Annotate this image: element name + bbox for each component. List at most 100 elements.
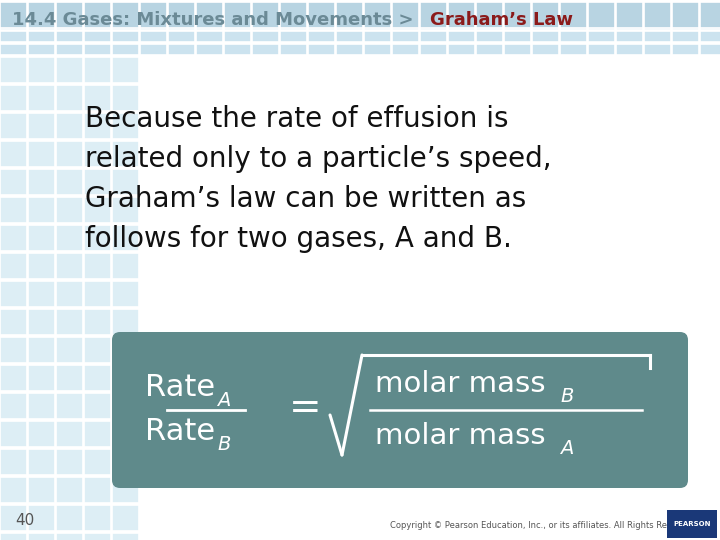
Bar <box>28 84 55 111</box>
Bar <box>504 31 531 42</box>
Bar <box>56 308 83 335</box>
Bar <box>112 308 138 335</box>
Bar <box>504 44 531 55</box>
Bar <box>84 112 110 139</box>
Bar <box>308 18 335 30</box>
Bar <box>476 44 503 55</box>
Bar <box>112 44 138 55</box>
Bar <box>84 197 110 223</box>
Bar <box>84 336 110 363</box>
Bar <box>28 44 55 55</box>
Bar <box>0 31 27 42</box>
Bar <box>0 2 27 28</box>
Bar <box>112 449 138 475</box>
Bar <box>336 31 362 42</box>
Bar <box>252 2 279 28</box>
Bar <box>672 2 698 28</box>
Bar <box>56 84 83 111</box>
Text: A: A <box>560 438 573 457</box>
Bar <box>84 31 110 42</box>
Bar <box>588 18 614 30</box>
Bar <box>28 504 55 531</box>
FancyBboxPatch shape <box>667 510 717 538</box>
Bar <box>0 476 27 503</box>
Bar <box>28 168 55 195</box>
Bar <box>112 225 138 251</box>
Bar <box>644 31 670 42</box>
Bar <box>532 2 559 28</box>
Text: B: B <box>217 435 230 454</box>
Bar <box>112 168 138 195</box>
Bar <box>28 336 55 363</box>
Bar <box>0 197 27 223</box>
Text: follows for two gases, A and B.: follows for two gases, A and B. <box>85 225 512 253</box>
Bar <box>364 2 390 28</box>
Bar <box>56 421 83 447</box>
Text: B: B <box>560 387 573 406</box>
Bar <box>84 532 110 540</box>
Bar <box>252 44 279 55</box>
Bar <box>448 31 474 42</box>
Bar <box>700 2 720 28</box>
Bar <box>112 280 138 307</box>
Text: PEARSON: PEARSON <box>673 521 711 527</box>
Bar <box>252 31 279 42</box>
Bar <box>84 253 110 279</box>
Bar <box>0 308 27 335</box>
Bar <box>560 18 587 30</box>
Text: Graham’s law can be written as: Graham’s law can be written as <box>85 185 526 213</box>
Bar <box>28 449 55 475</box>
Bar <box>0 393 27 419</box>
Bar <box>168 18 194 30</box>
Bar <box>84 476 110 503</box>
Bar <box>112 532 138 540</box>
Bar <box>336 18 362 30</box>
Bar <box>672 31 698 42</box>
Bar <box>364 31 390 42</box>
Bar <box>112 504 138 531</box>
Bar <box>28 31 55 42</box>
Bar <box>112 18 138 30</box>
Bar <box>112 84 138 111</box>
Bar <box>56 393 83 419</box>
Bar <box>644 2 670 28</box>
Bar <box>0 168 27 195</box>
Bar <box>672 18 698 30</box>
Bar <box>28 197 55 223</box>
Bar <box>84 421 110 447</box>
Bar <box>616 31 642 42</box>
Bar <box>560 31 587 42</box>
Bar <box>112 476 138 503</box>
Bar <box>0 449 27 475</box>
Bar <box>504 2 531 28</box>
Bar <box>84 140 110 167</box>
Bar <box>84 504 110 531</box>
Text: Rate: Rate <box>145 417 215 447</box>
Bar <box>28 476 55 503</box>
Bar <box>420 44 446 55</box>
Bar <box>112 140 138 167</box>
Text: Graham’s Law: Graham’s Law <box>430 11 573 29</box>
Bar <box>672 44 698 55</box>
Bar <box>336 44 362 55</box>
Bar <box>56 253 83 279</box>
Bar <box>0 44 27 55</box>
Bar <box>0 532 27 540</box>
Bar <box>280 2 307 28</box>
Bar <box>616 2 642 28</box>
Bar <box>560 44 587 55</box>
Bar <box>0 18 27 30</box>
Bar <box>84 2 110 28</box>
Bar <box>84 44 110 55</box>
Bar <box>420 18 446 30</box>
Bar <box>392 31 418 42</box>
Bar <box>168 44 194 55</box>
Bar <box>168 2 194 28</box>
Bar <box>28 308 55 335</box>
Bar <box>588 2 614 28</box>
Bar <box>56 476 83 503</box>
Text: 14.4 Gases: Mixtures and Movements >: 14.4 Gases: Mixtures and Movements > <box>12 11 420 29</box>
Bar <box>112 253 138 279</box>
Text: Because the rate of effusion is: Because the rate of effusion is <box>85 105 508 133</box>
Bar <box>644 44 670 55</box>
